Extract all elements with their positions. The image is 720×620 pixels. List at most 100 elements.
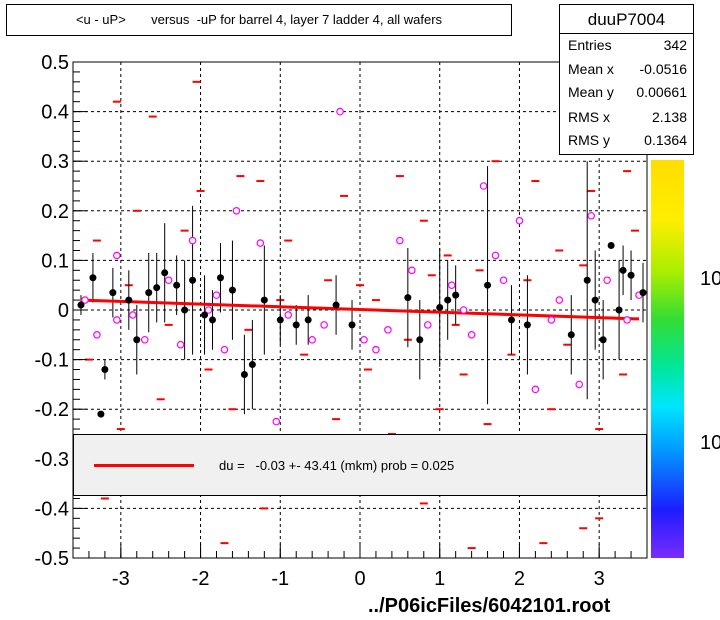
profile-point bbox=[260, 296, 268, 304]
profile-point bbox=[599, 336, 607, 344]
profile-point bbox=[109, 289, 117, 297]
open-marker bbox=[128, 311, 137, 319]
open-marker bbox=[212, 291, 221, 299]
profile-point bbox=[567, 331, 575, 339]
profile-point bbox=[248, 361, 256, 369]
open-marker bbox=[423, 321, 432, 329]
profile-point bbox=[292, 321, 300, 329]
y-tick-label: 0.2 bbox=[41, 201, 69, 223]
profile-point bbox=[173, 281, 181, 289]
x-tick-label: 2 bbox=[514, 568, 525, 590]
color-bar bbox=[651, 160, 684, 558]
x-tick-label: 3 bbox=[594, 568, 605, 590]
profile-point bbox=[484, 281, 492, 289]
open-marker bbox=[531, 385, 540, 394]
open-marker bbox=[555, 296, 564, 304]
x-tick-label: -1 bbox=[271, 568, 289, 590]
y-tick-label: -0.5 bbox=[35, 548, 69, 570]
open-marker bbox=[176, 340, 185, 349]
profile-point bbox=[77, 301, 85, 309]
stat-value: -0.0516 bbox=[639, 61, 687, 77]
open-marker bbox=[81, 296, 89, 304]
profile-point bbox=[444, 296, 452, 304]
colorbar-label: 10 bbox=[700, 432, 720, 454]
chart-title: <u - uP> versus -uP for barrel 4, layer … bbox=[75, 12, 443, 27]
stat-row-rms-x: RMS x 2.138 bbox=[568, 109, 687, 131]
profile-point bbox=[181, 306, 189, 314]
profile-point bbox=[304, 316, 312, 324]
open-marker bbox=[256, 239, 265, 247]
open-marker bbox=[623, 316, 631, 324]
open-marker bbox=[499, 276, 508, 285]
y-tick-label: -0.3 bbox=[35, 449, 69, 471]
y-tick-label: -0.1 bbox=[35, 350, 69, 372]
open-marker bbox=[547, 316, 556, 324]
profile-point bbox=[452, 291, 460, 299]
profile-point bbox=[125, 296, 133, 304]
x-tick-label: -2 bbox=[192, 568, 210, 590]
open-marker bbox=[396, 236, 404, 245]
open-marker bbox=[272, 417, 281, 426]
legend-fit-line bbox=[94, 464, 194, 467]
legend-box: du = -0.03 +- 43.41 (mkm) prob = 0.025 bbox=[73, 434, 647, 496]
open-marker bbox=[384, 326, 392, 334]
colorbar-label: 10 bbox=[700, 268, 720, 290]
footer-filename: ../P06icFiles/6042101.root bbox=[368, 595, 611, 617]
open-marker bbox=[491, 251, 500, 260]
fit-line bbox=[80, 298, 640, 321]
x-tick-label: 0 bbox=[354, 568, 365, 590]
open-marker bbox=[113, 251, 121, 260]
open-marker bbox=[575, 380, 584, 389]
profile-point bbox=[101, 366, 109, 374]
profile-point bbox=[161, 269, 169, 277]
profile-point bbox=[619, 266, 627, 274]
open-marker bbox=[479, 182, 488, 190]
open-marker bbox=[459, 306, 468, 314]
open-marker bbox=[447, 281, 456, 290]
open-marker bbox=[93, 330, 101, 339]
open-marker bbox=[360, 335, 368, 344]
stat-label: Mean x bbox=[568, 61, 614, 77]
y-tick-label: -0.2 bbox=[35, 399, 69, 421]
profile-point bbox=[189, 276, 197, 284]
open-marker bbox=[140, 335, 149, 344]
profile-point bbox=[216, 274, 224, 282]
profile-point bbox=[332, 301, 340, 309]
open-marker bbox=[372, 345, 380, 354]
open-marker bbox=[587, 211, 595, 220]
stat-row-mean-x: Mean x -0.0516 bbox=[568, 61, 687, 83]
y-tick-label: 0 bbox=[58, 300, 69, 322]
profile-point bbox=[404, 294, 412, 302]
profile-point bbox=[240, 370, 248, 378]
stat-label: RMS y bbox=[568, 132, 610, 148]
x-tick-label: -3 bbox=[112, 568, 130, 590]
profile-point bbox=[348, 321, 356, 329]
legend-text: du = -0.03 +- 43.41 (mkm) prob = 0.025 bbox=[219, 458, 455, 473]
profile-point bbox=[133, 336, 141, 344]
stat-value: 342 bbox=[663, 37, 687, 53]
profile-point bbox=[507, 316, 515, 324]
profile-point bbox=[607, 242, 615, 250]
open-marker bbox=[188, 236, 197, 245]
stat-row-entries: Entries 342 bbox=[568, 37, 687, 59]
profile-point bbox=[201, 311, 209, 319]
open-marker bbox=[204, 306, 213, 314]
open-marker bbox=[408, 266, 416, 275]
profile-point bbox=[416, 336, 424, 344]
open-marker bbox=[164, 276, 173, 285]
open-marker bbox=[336, 107, 344, 116]
profile-point bbox=[627, 271, 635, 279]
open-marker bbox=[603, 276, 611, 285]
profile-point bbox=[145, 289, 153, 297]
profile-point bbox=[97, 410, 105, 418]
open-marker bbox=[232, 207, 241, 215]
stat-label: RMS x bbox=[568, 109, 610, 125]
open-marker bbox=[220, 345, 229, 354]
profile-point bbox=[153, 284, 161, 292]
stat-value: 2.138 bbox=[651, 109, 687, 125]
profile-point bbox=[615, 306, 623, 314]
profile-point bbox=[583, 276, 591, 284]
profile-point bbox=[276, 316, 284, 324]
y-tick-label: 0.5 bbox=[41, 52, 69, 74]
stat-label: Mean y bbox=[568, 84, 614, 100]
